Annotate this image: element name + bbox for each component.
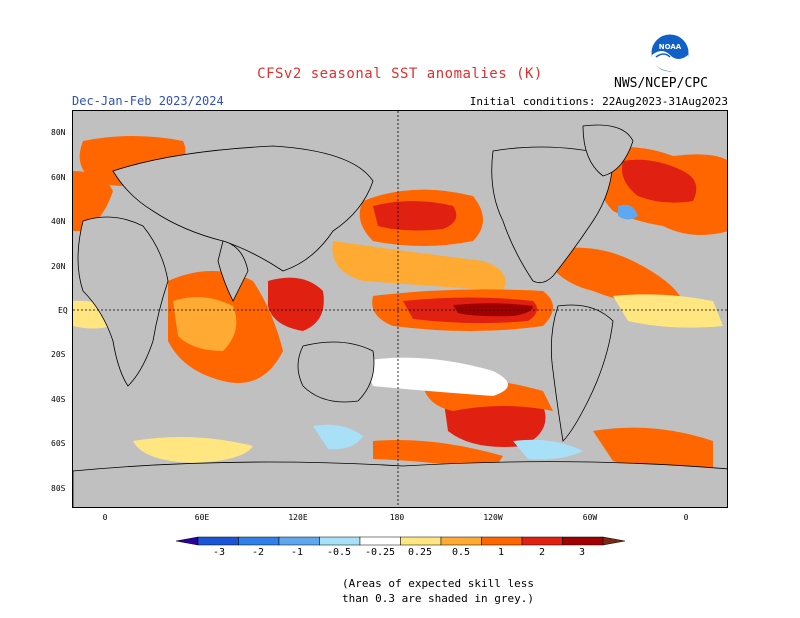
skill-note-line-2: than 0.3 are shaded in grey.) [341,592,535,605]
colorbar-segment [197,536,239,546]
colorbar-segment [400,536,442,546]
lat-label-eq: EQ [58,306,68,315]
lat-label-40s: 40S [51,395,66,404]
lat-label-80n: 80N [51,128,66,137]
colorbar-segment [359,536,401,546]
lon-label-0-east: 0 [683,513,689,522]
colorbar-label-neg0-5: -0.5 [326,547,352,558]
lon-label-120e: 120E [288,513,308,522]
continents [73,124,727,507]
lat-label-60n: 60N [51,173,66,182]
colorbar-label-0-25: 0.25 [407,547,433,558]
colorbar-segment [440,536,482,546]
lon-label-120w: 120W [483,513,503,522]
colorbar-segment [481,536,523,546]
forecast-period: Dec-Jan-Feb 2023/2024 [72,94,224,108]
lat-label-20s: 20S [51,350,66,359]
lon-label-60w: 60W [582,513,598,522]
colorbar-label-neg0-25: -0.25 [364,547,396,558]
colorbar-segment [562,536,604,546]
colorbar-label-neg3: -3 [212,547,226,558]
lat-label-80s: 80S [51,484,66,493]
colorbar [176,536,626,546]
colorbar-arrow-low [176,536,199,546]
colorbar-label-3: 3 [578,547,586,558]
colorbar-label-2: 2 [538,547,546,558]
initial-conditions: Initial conditions: 22Aug2023-31Aug2023 [469,95,728,108]
lon-label-180: 180 [389,513,405,522]
colorbar-label-1: 1 [497,547,505,558]
colorbar-segment [238,536,280,546]
skill-note: (Areas of expected skill less than 0.3 a… [0,576,800,606]
colorbar-segment [278,536,320,546]
lon-label-60e: 60E [194,513,210,522]
colorbar-segment [319,536,361,546]
agency-label: NWS/NCEP/CPC [614,76,708,91]
lat-label-40n: 40N [51,217,66,226]
colorbar-arrow-high [602,536,626,546]
noaa-logo-text: NOAA [659,43,682,51]
noaa-logo: NOAA [650,33,690,73]
lat-label-20n: 20N [51,262,66,271]
colorbar-label-neg1: -1 [290,547,304,558]
colorbar-segment [521,536,563,546]
skill-note-line-1: (Areas of expected skill less [341,577,535,590]
colorbar-label-0-5: 0.5 [451,547,471,558]
lon-label-0: 0 [102,513,108,522]
colorbar-label-neg2: -2 [251,547,265,558]
sst-anomaly-map [72,110,728,508]
chart-title: CFSv2 seasonal SST anomalies (K) [257,66,543,82]
lat-label-60s: 60S [51,439,66,448]
